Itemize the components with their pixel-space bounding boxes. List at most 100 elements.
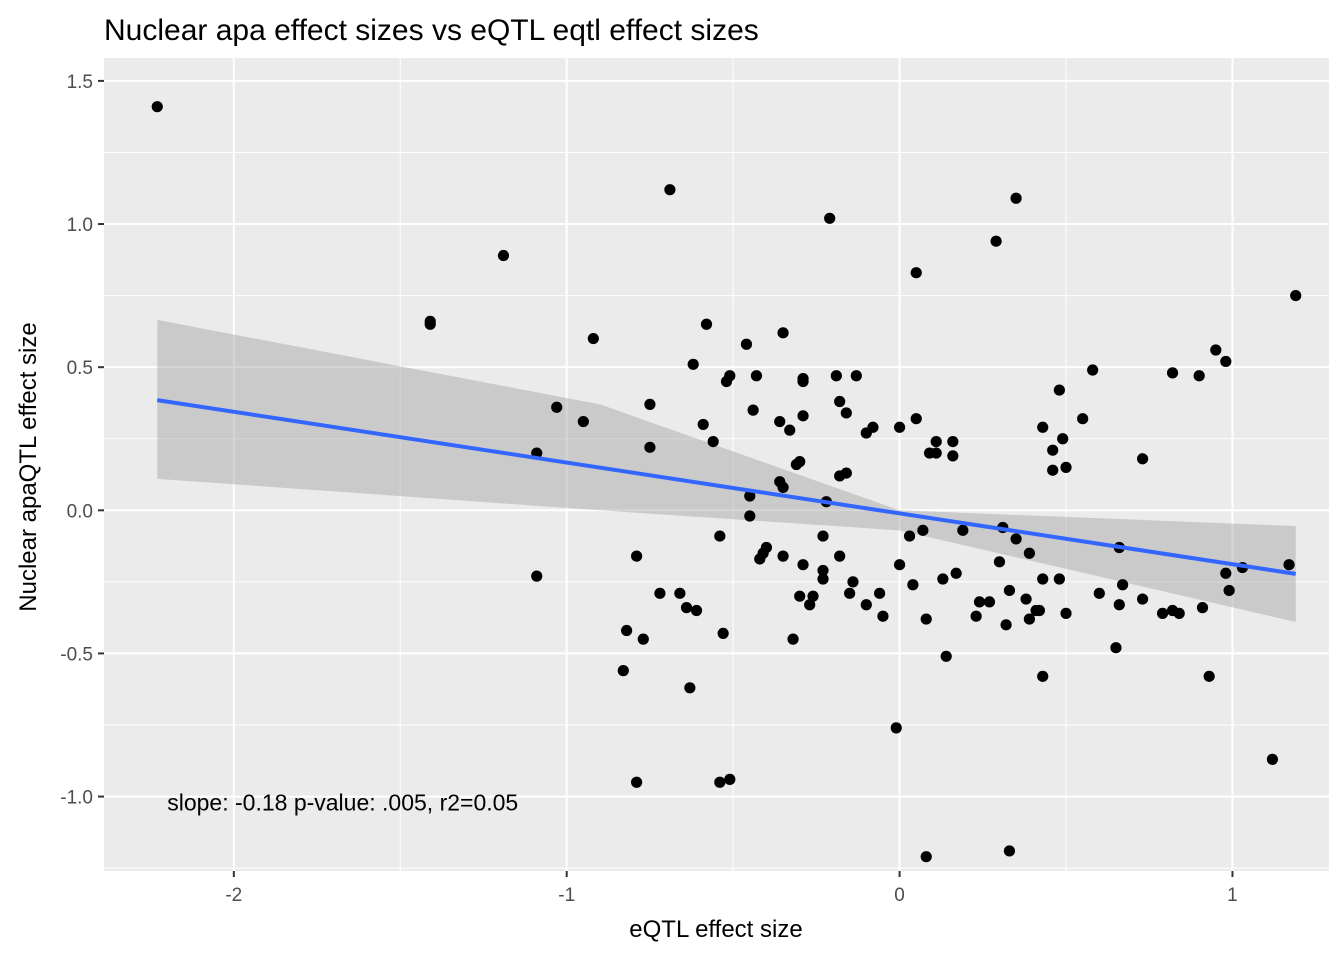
x-tick-labels: -2 -1 0 1 <box>225 885 1237 906</box>
data-point <box>834 395 846 408</box>
data-point <box>654 587 666 599</box>
data-point <box>990 235 1002 247</box>
data-point <box>917 524 929 536</box>
data-point <box>893 421 906 433</box>
data-point <box>1053 384 1065 396</box>
data-point <box>750 370 763 382</box>
data-point <box>724 773 736 785</box>
data-point <box>817 530 829 542</box>
data-point <box>920 613 932 625</box>
data-point <box>840 467 852 479</box>
x-tick-label: -2 <box>225 885 242 906</box>
data-point <box>631 776 643 788</box>
data-point <box>804 599 816 611</box>
data-point <box>844 587 856 599</box>
data-point <box>697 418 709 431</box>
data-point <box>621 624 633 637</box>
data-point <box>674 587 686 599</box>
plot-panel <box>104 58 1329 871</box>
data-point <box>847 576 859 588</box>
axis-ticks <box>98 79 1234 877</box>
data-point <box>777 550 789 562</box>
data-point <box>850 370 862 382</box>
data-point <box>1037 670 1049 682</box>
x-tick-label: 1 <box>1227 885 1238 906</box>
data-point <box>690 604 703 617</box>
data-point <box>993 556 1006 568</box>
data-point <box>497 249 510 262</box>
data-point <box>684 682 696 694</box>
y-tick-label: -1.0 <box>60 788 93 809</box>
data-point <box>1010 192 1022 204</box>
data-point <box>1057 433 1069 445</box>
data-point <box>1003 584 1016 597</box>
data-point <box>707 435 719 448</box>
data-point <box>797 410 809 422</box>
data-point <box>824 212 836 224</box>
data-point <box>1010 533 1022 545</box>
data-point <box>744 490 756 502</box>
y-tick-label: 0.0 <box>67 501 93 522</box>
data-point <box>874 587 886 599</box>
data-point <box>714 776 726 788</box>
data-point <box>1023 547 1036 559</box>
data-point <box>747 404 759 416</box>
data-point <box>717 627 729 639</box>
data-point <box>1060 461 1072 473</box>
data-point <box>1023 613 1036 625</box>
data-point <box>1266 753 1279 765</box>
x-tick-label: 0 <box>894 885 905 906</box>
data-point <box>784 424 796 436</box>
data-point <box>617 665 629 677</box>
data-point <box>777 327 789 339</box>
data-points <box>151 101 1302 863</box>
data-point <box>151 101 163 113</box>
data-point <box>1173 607 1185 619</box>
data-point <box>807 590 819 602</box>
data-point <box>714 530 726 542</box>
data-point <box>1290 290 1302 302</box>
data-point <box>794 590 806 602</box>
data-point <box>890 722 902 734</box>
data-point <box>664 184 676 196</box>
data-point <box>1283 559 1295 571</box>
data-point <box>687 358 699 370</box>
data-point <box>1210 344 1222 356</box>
data-point <box>637 633 649 645</box>
data-point <box>1220 355 1232 368</box>
data-point <box>424 318 436 330</box>
data-point <box>834 550 846 562</box>
data-point <box>1033 604 1045 617</box>
data-point <box>817 564 829 577</box>
data-point <box>950 567 962 579</box>
data-point <box>1037 421 1049 433</box>
data-point <box>930 435 942 448</box>
y-tick-label: -0.5 <box>60 644 93 665</box>
data-point <box>797 375 809 388</box>
data-point <box>957 524 969 536</box>
data-point <box>903 530 916 542</box>
data-point <box>907 579 919 591</box>
data-point <box>1203 670 1215 682</box>
data-point <box>930 447 942 459</box>
y-tick-labels: -1.0 -0.5 0.0 0.5 1.0 1.5 <box>60 72 93 809</box>
y-tick-label: 0.5 <box>67 358 93 379</box>
data-point <box>1087 364 1099 376</box>
data-point <box>644 441 656 453</box>
data-point <box>587 332 599 345</box>
data-point <box>1136 453 1149 465</box>
data-point <box>1003 845 1016 857</box>
data-point <box>983 596 996 608</box>
data-point <box>910 267 922 279</box>
data-point <box>777 481 789 494</box>
data-point <box>877 610 889 622</box>
data-point <box>1166 367 1179 379</box>
data-point <box>840 407 852 419</box>
data-point <box>1093 587 1105 599</box>
x-axis-title: eQTL effect size <box>629 916 802 943</box>
data-point <box>937 573 949 585</box>
data-point <box>817 573 829 585</box>
data-point <box>1136 593 1149 605</box>
data-point <box>631 550 643 562</box>
